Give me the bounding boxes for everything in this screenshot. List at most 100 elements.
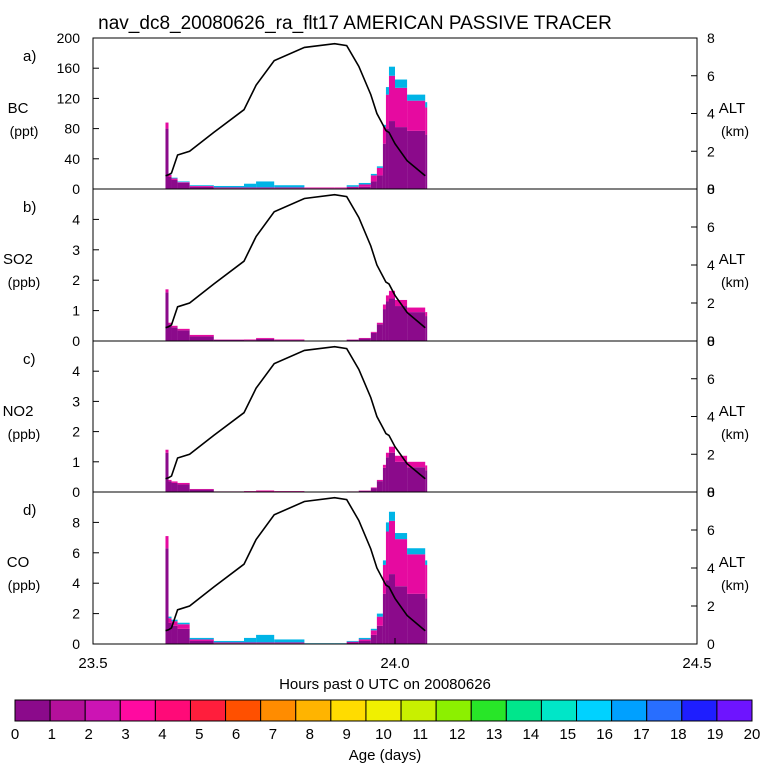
age-bar-1-4: [165, 450, 168, 453]
age-bar-0-1: [169, 481, 172, 492]
colorbar-swatch: [436, 700, 471, 721]
age-bar-0-1: [377, 626, 383, 644]
colorbar-swatch: [15, 700, 50, 721]
y-tick-label: 0: [72, 484, 80, 500]
panel-letter: d): [23, 502, 36, 519]
age-bar-0-1: [190, 336, 214, 341]
age-bar-5-20: [347, 641, 359, 642]
age-bar-5-20: [244, 184, 256, 188]
age-bar-1-4: [190, 489, 214, 490]
y-axis-unit: (ppb): [8, 577, 41, 593]
colorbar-swatch: [612, 700, 647, 721]
age-bar-1-4: [304, 187, 334, 188]
age-bar-1-4: [377, 617, 383, 626]
colorbar-tick-label: 0: [11, 726, 19, 743]
age-bar-5-20: [274, 185, 304, 187]
age-bar-0-1: [178, 484, 190, 492]
age-bar-1-4: [377, 168, 383, 176]
age-bar-1-4: [178, 483, 190, 485]
age-bar-1-4: [395, 539, 407, 586]
y-tick-label: 3: [72, 242, 80, 258]
age-bar-0-1: [172, 626, 178, 644]
age-bar-0-1: [371, 488, 377, 492]
colorbar-tick-label: 16: [596, 726, 613, 743]
age-bar-0-1: [425, 470, 427, 492]
age-bar-0-1: [386, 457, 389, 492]
y-tick-label: 8: [72, 514, 80, 530]
y2-tick-label: 2: [707, 446, 715, 462]
age-bar-5-20: [371, 174, 377, 176]
age-bar-1-4: [347, 187, 359, 188]
age-bar-1-4: [244, 187, 256, 188]
colorbar-label: Age (days): [349, 747, 422, 764]
age-bar-5-20: [395, 533, 407, 539]
age-bar-1-4: [274, 339, 304, 340]
colorbar-tick-label: 17: [633, 726, 650, 743]
age-bar-5-20: [386, 87, 389, 95]
age-bar-1-4: [169, 618, 172, 623]
y-axis-unit: (ppb): [8, 426, 41, 442]
age-bar-1-4: [407, 308, 425, 313]
age-bar-0-1: [425, 135, 427, 189]
age-bar-1-4: [371, 332, 377, 333]
y2-tick-label: 0: [707, 636, 715, 652]
colorbar-swatch: [541, 700, 576, 721]
age-bar-0-1: [165, 453, 168, 492]
panel-letter: a): [23, 48, 36, 65]
colorbar-tick-label: 15: [559, 726, 576, 743]
y2-tick-label: 8: [707, 484, 715, 500]
colorbar-tick-label: 1: [48, 726, 56, 743]
age-bar-0-1: [425, 598, 427, 644]
age-bar-0-1: [178, 330, 190, 341]
age-bar-5-20: [190, 638, 214, 640]
age-bar-1-4: [169, 480, 172, 481]
age-bar-1-4: [425, 107, 427, 134]
y-tick-label: 0: [72, 181, 80, 197]
age-bar-1-4: [389, 76, 395, 121]
y-tick-label: 40: [64, 151, 80, 167]
y-tick-label: 120: [57, 90, 81, 106]
y2-axis-label: ALT: [719, 251, 745, 268]
age-bar-1-4: [214, 642, 244, 643]
age-bar-1-4: [190, 639, 214, 641]
y2-tick-label: 4: [707, 257, 715, 273]
y2-tick-label: 4: [707, 106, 715, 122]
age-bar-1-4: [335, 187, 347, 188]
age-bar-5-20: [359, 183, 371, 185]
age-bar-1-4: [386, 453, 389, 458]
colorbar-swatch: [577, 700, 612, 721]
age-bar-0-1: [172, 180, 178, 189]
age-bar-1-4: [178, 329, 190, 331]
panel-letter: c): [23, 351, 36, 368]
colorbar-tick-label: 13: [486, 726, 503, 743]
age-bar-1-4: [274, 642, 304, 643]
y2-tick-label: 2: [707, 295, 715, 311]
age-bar-0-1: [371, 333, 377, 341]
x-tick-label: 24.5: [682, 655, 711, 672]
y2-axis-unit: (km): [721, 426, 749, 442]
colorbar-tick-label: 5: [195, 726, 203, 743]
age-bar-5-20: [169, 617, 172, 619]
y2-tick-label: 2: [707, 143, 715, 159]
age-bar-0-1: [386, 129, 389, 189]
age-bar-0-1: [425, 316, 427, 341]
colorbar-swatch: [471, 700, 506, 721]
x-tick-label: 23.5: [78, 655, 107, 672]
age-bar-0-1: [389, 121, 395, 189]
age-bar-5-20: [214, 641, 244, 643]
age-bar-0-1: [377, 481, 383, 492]
age-bar-1-4: [244, 642, 256, 643]
colorbar-swatch: [261, 700, 296, 721]
colorbar-tick-label: 7: [269, 726, 277, 743]
age-bar-5-20: [214, 186, 244, 188]
age-bar-5-20: [377, 614, 383, 617]
age-bar-5-20: [359, 638, 371, 640]
age-bar-0-1: [377, 324, 383, 341]
age-bar-1-4: [425, 465, 427, 470]
age-bar-0-1: [165, 292, 168, 341]
colorbar-swatch: [366, 700, 401, 721]
colorbar-swatch: [506, 700, 541, 721]
